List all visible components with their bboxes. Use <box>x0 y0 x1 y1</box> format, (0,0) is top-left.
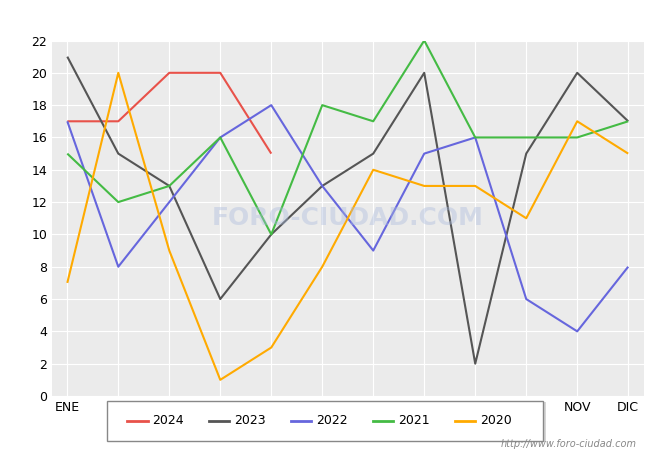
2020 <box>421 183 428 189</box>
2021 <box>267 232 275 237</box>
2022 <box>64 119 72 124</box>
2021 <box>165 183 173 189</box>
2022 <box>216 135 224 140</box>
2022 <box>624 264 632 270</box>
2021 <box>216 135 224 140</box>
2024 <box>64 119 72 124</box>
2021 <box>471 135 479 140</box>
2021 <box>421 38 428 43</box>
FancyBboxPatch shape <box>107 401 543 441</box>
2022 <box>421 151 428 156</box>
Text: FORO-CIUDAD.COM: FORO-CIUDAD.COM <box>212 206 484 230</box>
2021 <box>369 119 377 124</box>
Text: 2023: 2023 <box>234 414 266 427</box>
Text: 2024: 2024 <box>152 414 184 427</box>
2022 <box>471 135 479 140</box>
2020 <box>114 70 122 76</box>
2021 <box>114 199 122 205</box>
2022 <box>523 297 530 302</box>
2023 <box>64 54 72 59</box>
2022 <box>573 328 581 334</box>
2023 <box>216 297 224 302</box>
2020 <box>267 345 275 350</box>
FancyBboxPatch shape <box>109 402 545 441</box>
2024 <box>165 70 173 76</box>
2024 <box>114 119 122 124</box>
2022 <box>369 248 377 253</box>
Line: 2022: 2022 <box>68 105 628 331</box>
Text: 2020: 2020 <box>480 414 512 427</box>
Line: 2024: 2024 <box>68 73 271 153</box>
2023 <box>318 183 326 189</box>
2020 <box>216 377 224 382</box>
2022 <box>267 103 275 108</box>
2020 <box>318 264 326 270</box>
2023 <box>114 151 122 156</box>
2023 <box>573 70 581 76</box>
2021 <box>523 135 530 140</box>
2020 <box>369 167 377 172</box>
2024 <box>267 151 275 156</box>
2024 <box>216 70 224 76</box>
2020 <box>471 183 479 189</box>
2020 <box>624 151 632 156</box>
Line: 2021: 2021 <box>68 40 628 234</box>
2020 <box>64 280 72 286</box>
2021 <box>624 119 632 124</box>
2021 <box>318 103 326 108</box>
2023 <box>267 232 275 237</box>
2022 <box>114 264 122 270</box>
2023 <box>369 151 377 156</box>
Text: 2021: 2021 <box>398 414 430 427</box>
Line: 2020: 2020 <box>68 73 628 380</box>
2022 <box>318 183 326 189</box>
Text: http://www.foro-ciudad.com: http://www.foro-ciudad.com <box>501 439 637 449</box>
2020 <box>523 216 530 221</box>
2023 <box>523 151 530 156</box>
2021 <box>64 151 72 156</box>
2020 <box>165 248 173 253</box>
2022 <box>165 199 173 205</box>
Line: 2023: 2023 <box>68 57 628 364</box>
Text: 2022: 2022 <box>316 414 348 427</box>
2023 <box>471 361 479 366</box>
2021 <box>573 135 581 140</box>
2020 <box>573 119 581 124</box>
2023 <box>165 183 173 189</box>
2023 <box>624 119 632 124</box>
2023 <box>421 70 428 76</box>
Text: Matriculaciones de Vehiculos en Iniesta: Matriculaciones de Vehiculos en Iniesta <box>148 11 502 29</box>
